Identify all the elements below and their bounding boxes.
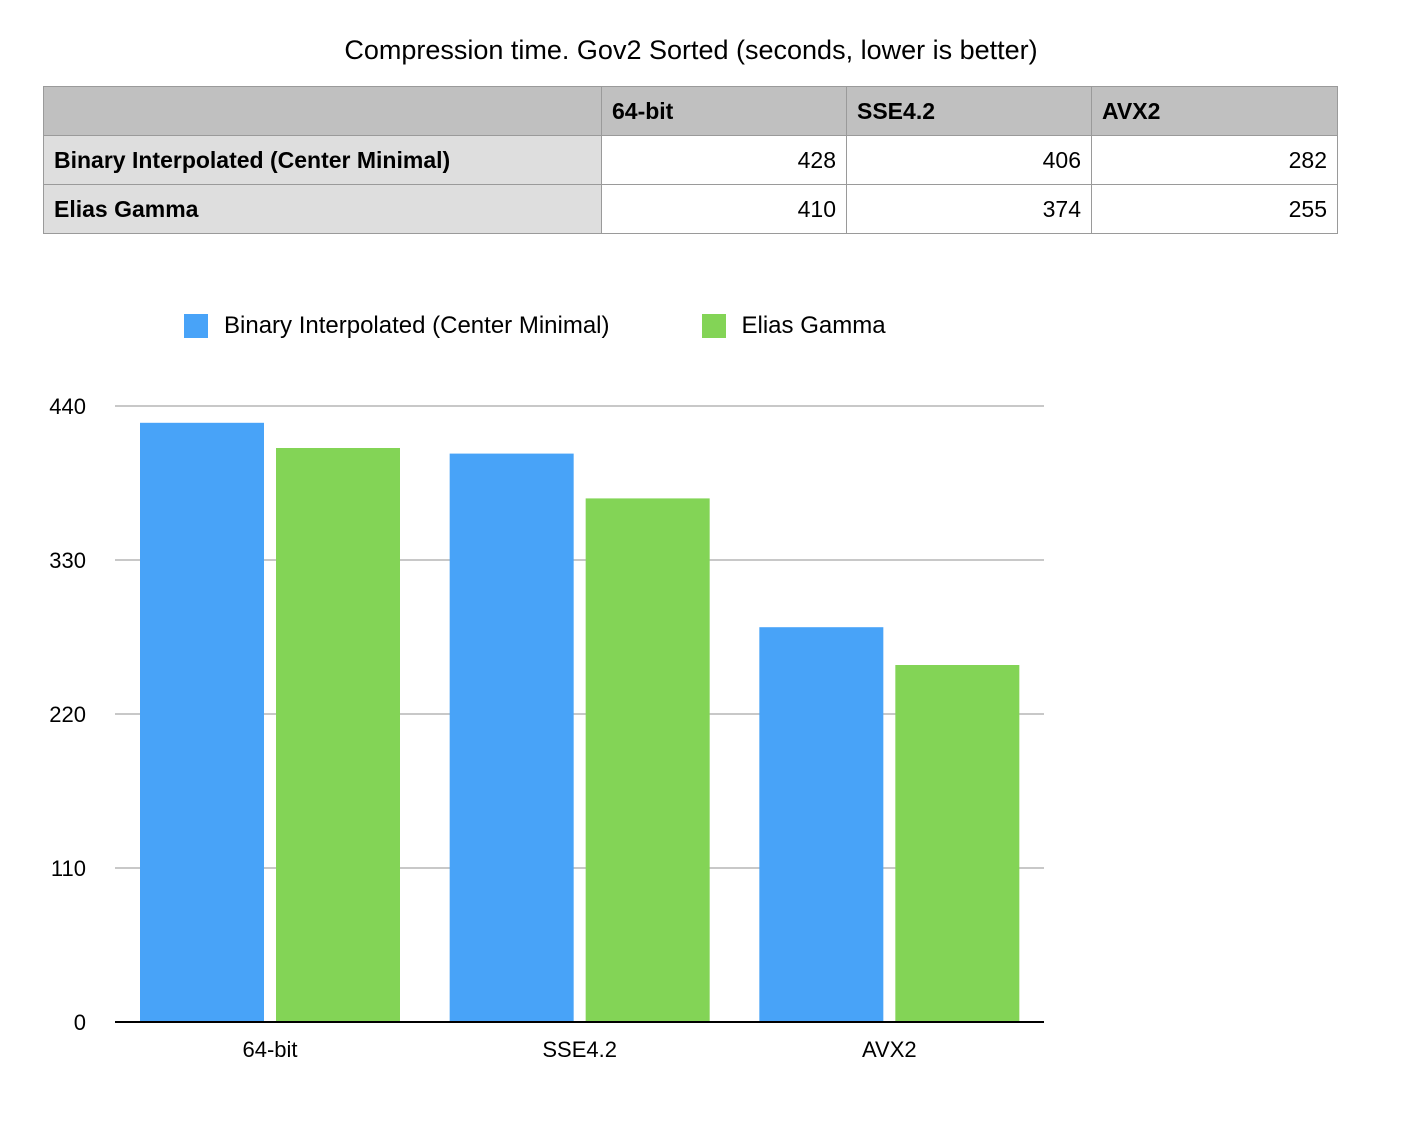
bar [759,627,884,1022]
legend-item: Binary Interpolated (Center Minimal) [184,312,610,340]
x-tick-label: SSE4.2 [542,1037,617,1062]
table-cell: 255 [1091,184,1338,234]
legend-label: Binary Interpolated (Center Minimal) [224,312,610,339]
table-cell: 410 [601,184,847,234]
table-row: Binary Interpolated (Center Minimal) 428… [43,135,1338,185]
bar [276,448,400,1022]
x-tick-label: 64-bit [242,1037,297,1062]
table-header-cell: AVX2 [1091,86,1338,136]
table-row-label: Binary Interpolated (Center Minimal) [43,135,602,185]
y-tick-label: 110 [51,856,86,881]
table-header-corner [43,86,602,136]
table-row: Elias Gamma 410 374 255 [43,184,1338,234]
legend-item: Elias Gamma [701,312,886,340]
table-header-cell: SSE4.2 [846,86,1092,136]
y-tick-label: 0 [74,1010,86,1035]
bar [140,422,264,1022]
table-cell: 428 [601,135,847,185]
table-header-cell: 64-bit [601,86,847,136]
bar [895,665,1020,1022]
legend-label: Elias Gamma [741,312,886,339]
table-cell: 374 [846,184,1092,234]
bar-chart: 0 110 220 330 440 64-bit SSE4.2 AVX2 [49,394,1044,1062]
legend-swatch [701,314,726,338]
data-table: 64-bit SSE4.2 AVX2 Binary Interpolated (… [43,86,1338,234]
chart-legend: Binary Interpolated (Center Minimal) Eli… [184,312,886,340]
table-header-row: 64-bit SSE4.2 AVX2 [43,86,1338,136]
table-cell: 282 [1091,135,1338,185]
bar [449,453,574,1023]
x-tick-label: AVX2 [862,1037,917,1062]
chart-title: Compression time. Gov2 Sorted (seconds, … [344,35,1038,65]
legend-swatch [184,314,208,338]
table-cell: 406 [846,135,1092,185]
bar [585,498,710,1022]
y-tick-label: 330 [49,548,86,573]
table-row-label: Elias Gamma [43,184,602,234]
y-tick-label: 220 [49,702,86,727]
y-tick-label: 440 [49,394,86,419]
